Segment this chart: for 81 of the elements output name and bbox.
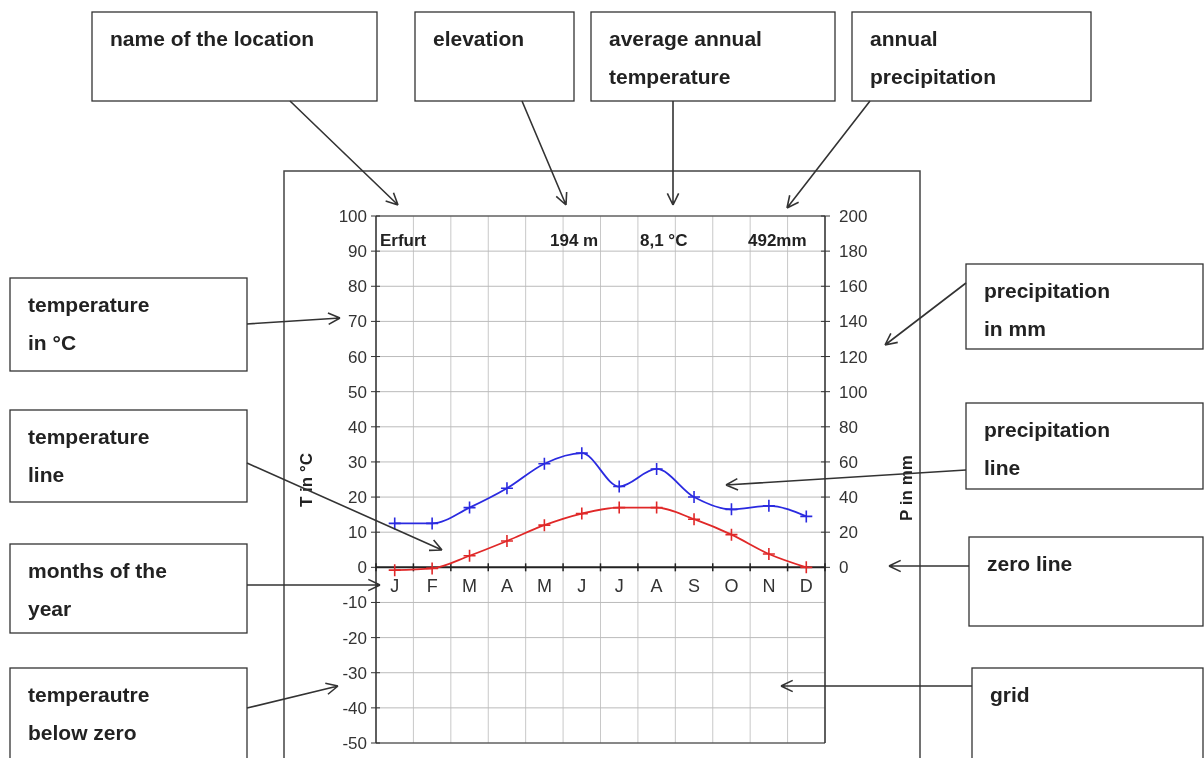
point [649,462,664,476]
point [425,561,439,576]
point [799,560,814,575]
point [425,516,439,531]
text: name of the location [110,27,315,50]
text: zero line [987,552,1073,575]
x-tick-label: O [724,576,739,597]
point [574,506,589,521]
point [762,547,776,561]
x-tick-label: D [799,576,813,597]
x-tick-label: J [577,576,587,597]
y-tick-label: -20 [342,628,367,648]
text: grid [990,683,1030,706]
y-tick-label: 10 [348,523,367,543]
y2-tick-label: 40 [839,488,858,508]
point [462,500,477,515]
point [500,481,514,496]
point [612,479,627,494]
y-tick-label: 20 [348,488,367,508]
y2-tick-label: 140 [839,312,868,332]
annotation: 492mm [748,231,807,250]
annotation: 8,1 °C [640,231,688,250]
y-tick-label: -30 [342,663,367,683]
point [612,500,627,515]
y2-tick-label: 160 [839,277,868,297]
y-axis-title: T in °C [297,452,316,508]
y2-tick-label: 120 [839,347,868,367]
y-tick-label: 80 [348,277,367,297]
point [724,527,739,542]
x-tick-label: A [650,576,663,597]
point [387,516,402,531]
y2-tick-label: 200 [839,207,868,226]
y-tick-label: 70 [348,312,367,332]
y2-tick-label: 20 [839,523,858,543]
y-tick-label: 30 [348,452,367,472]
text: temperature line [28,425,150,486]
x-tick-label: N [762,576,776,597]
point [574,446,589,460]
point [799,509,814,524]
y2-tick-label: 0 [839,558,849,578]
point [687,490,701,504]
point [762,499,776,513]
text: temperautre below zero [28,683,150,744]
text: precipitation in mm [984,279,1111,340]
y2-axis-title: P in mm [897,455,916,521]
text: temperature in °C [28,293,150,354]
y-tick-label: -10 [342,593,367,613]
y-tick-label: 40 [348,417,367,437]
x-tick-label: J [614,576,624,597]
y-tick-label: 60 [348,347,367,367]
x-tick-label: M [462,576,478,597]
y-tick-label: 90 [348,242,367,262]
y2-tick-label: 100 [839,382,868,402]
annotation: 194 m [550,231,599,250]
x-tick-label: A [500,576,513,597]
point [724,502,739,517]
y2-tick-label: 60 [839,452,858,472]
text: months of the year [28,559,167,620]
y2-tick-label: 80 [839,417,858,437]
y2-tick-label: 180 [839,242,868,262]
point [687,512,701,526]
y-tick-label: 50 [348,382,367,402]
x-tick-label: J [390,576,400,597]
text: average annual temperature [609,27,762,88]
point [537,518,552,532]
text: annual precipitation [870,27,997,88]
text: precipitation line [984,418,1111,479]
point [537,456,552,471]
point [462,548,477,563]
x-tick-label: S [688,576,701,597]
point [649,500,664,515]
annotation: Erfurt [380,231,427,250]
y-tick-label: -40 [342,698,367,718]
text: elevation [433,27,525,50]
y-tick-label: 100 [338,207,367,226]
point [500,534,514,548]
x-tick-label: F [426,576,438,597]
y-tick-label: -50 [342,734,367,753]
point [387,563,402,577]
y-tick-label: 0 [357,558,367,578]
x-tick-label: M [536,576,552,597]
